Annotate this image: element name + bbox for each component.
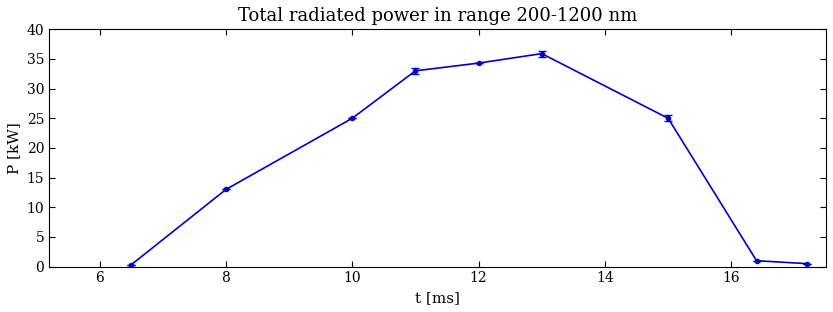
X-axis label: t [ms]: t [ms] bbox=[415, 291, 460, 305]
Y-axis label: P [kW]: P [kW] bbox=[7, 122, 21, 174]
Title: Total radiated power in range 200-1200 nm: Total radiated power in range 200-1200 n… bbox=[238, 7, 637, 25]
